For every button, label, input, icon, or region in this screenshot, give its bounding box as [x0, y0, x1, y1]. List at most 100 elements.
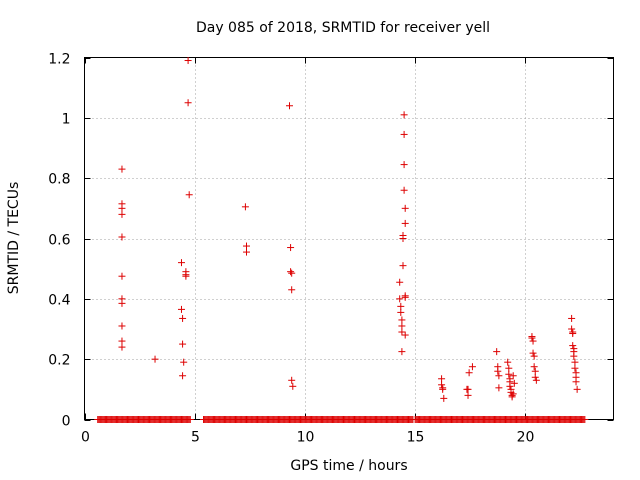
data-point	[401, 219, 409, 227]
data-point	[508, 393, 516, 401]
data-point	[398, 316, 406, 324]
zero-point	[186, 416, 194, 423]
data-point	[288, 376, 296, 384]
data-point	[510, 379, 518, 387]
data-point	[573, 385, 581, 393]
y-tick-label: 1	[62, 112, 71, 128]
data-point	[177, 305, 185, 313]
data-point	[397, 308, 405, 316]
x-tick-label: 0	[81, 430, 90, 446]
data-point	[529, 349, 537, 357]
data-point	[396, 278, 404, 286]
chart-title: Day 085 of 2018, SRMTID for receiver yel…	[196, 20, 490, 36]
axis-ticks: 0 5 10 15 20 0 0.2 0.4 0.6 0.8 1 1.2	[48, 52, 614, 446]
data-point	[569, 330, 577, 338]
data-point	[151, 355, 159, 363]
data-point	[568, 325, 576, 333]
data-point	[185, 191, 193, 199]
data-point	[397, 302, 405, 310]
data-point	[118, 165, 126, 173]
x-tick-label: 20	[517, 430, 535, 446]
data-point	[287, 244, 295, 252]
data-point	[118, 337, 126, 345]
data-point	[399, 262, 407, 270]
data-point	[530, 352, 538, 360]
data-point	[118, 343, 126, 351]
y-tick-label: 1.2	[48, 52, 70, 68]
data-point	[288, 269, 296, 277]
data-point	[289, 382, 297, 390]
y-tick-label: 0.6	[48, 233, 70, 249]
x-tick-label: 15	[407, 430, 425, 446]
data-point	[568, 314, 576, 322]
data-point	[570, 352, 578, 360]
data-point	[505, 364, 513, 372]
data-point	[179, 340, 187, 348]
data-point	[401, 331, 409, 339]
data-point	[179, 314, 187, 322]
y-axis-label: SRMTID / TECUs	[6, 182, 22, 295]
data-point	[495, 372, 503, 380]
data-point	[571, 358, 579, 366]
data-point	[465, 369, 473, 377]
data-point	[439, 385, 447, 393]
data-point	[569, 342, 577, 350]
y-tick-label: 0.2	[48, 353, 70, 369]
data-point	[571, 364, 579, 372]
data-point	[179, 372, 187, 380]
data-point	[400, 111, 408, 119]
data-point	[529, 337, 537, 345]
data-point	[400, 130, 408, 138]
data-point	[400, 161, 408, 169]
data-point	[530, 363, 538, 371]
data-point	[531, 367, 539, 375]
data-point	[509, 390, 517, 398]
data-point	[177, 259, 185, 267]
data-point	[118, 299, 126, 307]
data-point	[531, 373, 539, 381]
data-point	[438, 375, 446, 383]
y-tick-label: 0.8	[48, 172, 70, 188]
data-point	[504, 358, 512, 366]
data-point	[440, 394, 448, 402]
data-point	[464, 391, 472, 399]
data-point	[285, 102, 293, 110]
data-points	[94, 57, 589, 423]
data-point	[401, 293, 409, 301]
data-point	[118, 210, 126, 218]
data-point	[118, 322, 126, 330]
data-point	[506, 382, 514, 390]
data-point	[398, 348, 406, 356]
data-point	[287, 268, 295, 276]
data-point	[468, 363, 476, 371]
data-point	[398, 322, 406, 330]
data-point	[399, 235, 407, 242]
gridlines	[84, 57, 614, 420]
data-point	[464, 385, 472, 393]
data-point	[180, 358, 188, 366]
data-point	[184, 57, 192, 65]
data-point	[400, 186, 408, 194]
data-point	[505, 370, 513, 378]
data-point	[495, 384, 503, 392]
x-axis-label: GPS time / hours	[290, 458, 407, 474]
data-point	[398, 328, 406, 336]
data-point	[401, 204, 409, 212]
data-point	[396, 295, 404, 303]
data-point	[438, 381, 446, 389]
data-point	[182, 272, 190, 280]
x-tick-label: 5	[191, 430, 200, 446]
data-point	[118, 204, 126, 212]
data-point	[572, 378, 580, 386]
data-point	[494, 367, 502, 375]
data-point	[509, 372, 517, 380]
data-point	[528, 334, 536, 342]
data-point	[241, 203, 249, 211]
x-tick-label: 10	[297, 430, 315, 446]
data-point	[243, 248, 251, 256]
data-point	[118, 233, 126, 241]
y-tick-label: 0	[62, 414, 71, 430]
data-point	[493, 348, 501, 356]
data-point	[288, 286, 296, 294]
